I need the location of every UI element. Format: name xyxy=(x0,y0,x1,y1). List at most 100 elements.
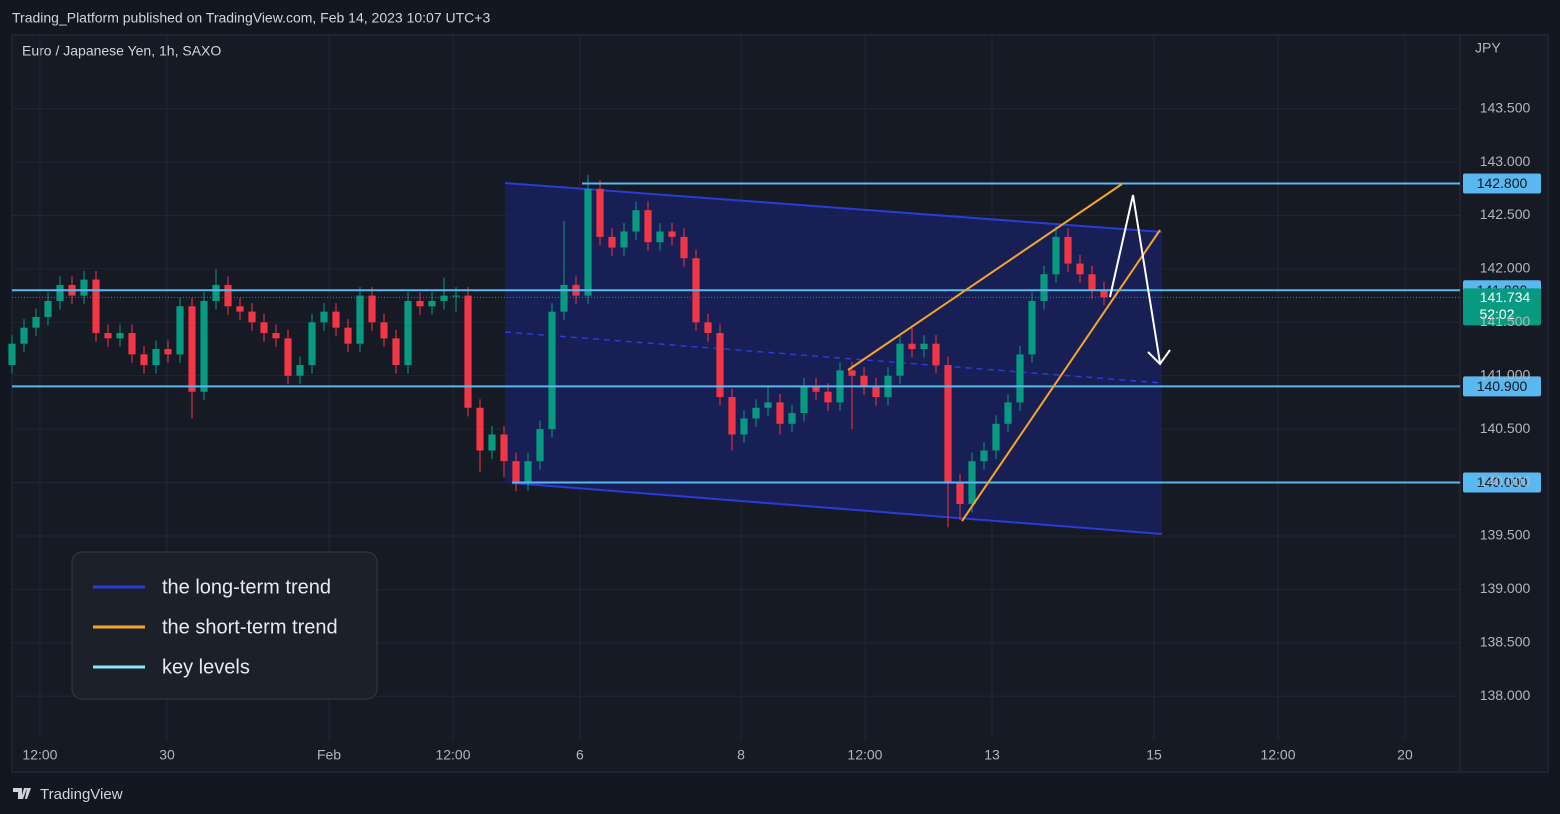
candle-body xyxy=(368,295,376,323)
candle-body xyxy=(800,386,808,414)
candle-body xyxy=(932,343,940,366)
level-tag xyxy=(1463,173,1541,194)
candle-body xyxy=(980,450,988,462)
candle-body xyxy=(500,434,508,462)
y-tick-label: 142.500 xyxy=(1480,206,1531,222)
candle-body xyxy=(224,284,232,307)
x-tick-label: 12:00 xyxy=(847,747,882,763)
candle-body xyxy=(908,343,916,350)
candle-body xyxy=(992,423,1000,451)
candle-body xyxy=(644,210,652,243)
candle-body xyxy=(920,343,928,350)
candle-body xyxy=(536,429,544,462)
countdown: 52:02 xyxy=(1479,306,1514,322)
candle-body xyxy=(332,311,340,328)
candle-body xyxy=(620,231,628,248)
candle-body xyxy=(380,322,388,339)
x-tick-label: 12:00 xyxy=(1260,747,1295,763)
candle-body xyxy=(128,333,136,355)
candle-body xyxy=(632,210,640,232)
candle-body xyxy=(188,306,196,392)
candle-body xyxy=(356,295,364,344)
candle-body xyxy=(44,300,52,317)
candle-body xyxy=(596,188,604,237)
candle-body xyxy=(788,413,796,424)
candle-body xyxy=(200,300,208,392)
level-tag-label: 140.900 xyxy=(1477,378,1528,394)
candle-body xyxy=(560,284,568,312)
candle-body xyxy=(584,188,592,296)
brand: TradingView xyxy=(13,786,123,803)
y-tick-label: 141.000 xyxy=(1480,366,1531,382)
candle-body xyxy=(320,311,328,323)
y-tick-label: 138.500 xyxy=(1480,633,1531,649)
candle-body xyxy=(776,402,784,424)
candle-body xyxy=(944,365,952,483)
candle-body xyxy=(848,370,856,376)
candle-body xyxy=(464,295,472,408)
last-price-label: 141.734 xyxy=(1480,289,1531,305)
candle-body xyxy=(104,333,112,339)
y-tick-label: 139.000 xyxy=(1480,580,1531,596)
wedge-bottom xyxy=(961,229,1161,522)
candle-body xyxy=(176,306,184,355)
x-tick-label: 20 xyxy=(1397,747,1413,763)
candle-body xyxy=(860,375,868,387)
candle-body xyxy=(1028,300,1036,355)
legend-box xyxy=(71,551,378,700)
candle-body xyxy=(668,231,676,237)
candle-body xyxy=(956,482,964,504)
candle-body xyxy=(824,391,832,403)
candle-body xyxy=(212,284,220,301)
brand-logo xyxy=(13,788,31,799)
candles xyxy=(8,174,1108,528)
candle-body xyxy=(164,349,172,355)
projection-arrow xyxy=(1109,194,1161,364)
x-tick-label: 30 xyxy=(159,747,175,763)
arrow-head xyxy=(1147,349,1171,366)
candle-body xyxy=(236,306,244,312)
candle-body xyxy=(8,343,16,366)
candle-body xyxy=(1064,236,1072,264)
candle-body xyxy=(524,461,532,483)
candle-body xyxy=(488,434,496,451)
candle-body xyxy=(1088,274,1096,291)
y-tick-label: 139.500 xyxy=(1480,527,1531,543)
candle-body xyxy=(548,311,556,430)
candle-body xyxy=(812,386,820,392)
candle-body xyxy=(416,300,424,307)
candle-body xyxy=(404,300,412,366)
x-tick-label: 6 xyxy=(576,747,584,763)
symbol-title: Euro / Japanese Yen, 1h, SAXO xyxy=(22,43,221,59)
y-tick-label: 138.000 xyxy=(1480,687,1531,703)
legend-label: the long-term trend xyxy=(162,576,331,598)
x-tick-label: 8 xyxy=(737,747,745,763)
candle-body xyxy=(1016,354,1024,403)
candle-body xyxy=(92,279,100,334)
candle-body xyxy=(140,354,148,366)
candle-body xyxy=(152,349,160,366)
candle-body xyxy=(704,322,712,334)
level-tag-label: 140.000 xyxy=(1477,474,1528,490)
candle-body xyxy=(740,418,748,435)
candle-body xyxy=(116,333,124,339)
channel-top xyxy=(504,182,1163,233)
candle-body xyxy=(512,461,520,483)
wedge-top xyxy=(847,183,1123,371)
candle-body xyxy=(1076,263,1084,275)
candle-body xyxy=(428,300,436,307)
candle-body xyxy=(272,333,280,339)
candle-body xyxy=(296,365,304,376)
level-tag xyxy=(1463,376,1541,397)
y-tick-label: 143.000 xyxy=(1480,153,1531,169)
candle-body xyxy=(656,231,664,243)
channel-bottom xyxy=(511,482,1163,535)
x-tick-label: 12:00 xyxy=(435,747,470,763)
candle-body xyxy=(1052,236,1060,275)
candle-body xyxy=(32,316,40,328)
candle-body xyxy=(440,295,448,301)
currency: JPY xyxy=(1475,40,1501,56)
candle-body xyxy=(752,407,760,419)
